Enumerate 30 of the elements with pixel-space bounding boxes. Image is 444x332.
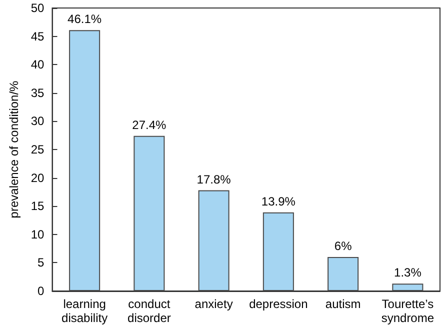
y-tick-label: 10 xyxy=(30,227,45,242)
y-tick-label: 35 xyxy=(30,86,45,100)
y-tick-label: 45 xyxy=(30,29,45,44)
x-tick-label: conduct disorder xyxy=(128,297,171,325)
bar xyxy=(198,190,230,291)
y-tick-label: 50 xyxy=(30,1,45,15)
x-tick-label: anxiety xyxy=(194,297,233,311)
data-label: 27.4% xyxy=(132,118,167,132)
bar xyxy=(328,257,359,291)
data-label: 1.3% xyxy=(394,266,422,280)
y-axis-title: prevalence of condition/% xyxy=(7,80,21,218)
x-tick-label: autism xyxy=(325,297,361,311)
bar xyxy=(69,30,100,291)
y-tick-label: 0 xyxy=(38,284,45,298)
y-tick-label: 25 xyxy=(30,142,45,156)
x-tick-label: learning disability xyxy=(62,297,108,325)
data-label: 13.9% xyxy=(261,194,296,208)
data-label: 6% xyxy=(334,239,352,254)
x-tick-label: depression xyxy=(249,297,308,311)
data-label: 46.1% xyxy=(68,12,102,26)
y-tick-label: 40 xyxy=(30,58,45,72)
y-tick-label: 15 xyxy=(30,199,45,214)
y-tick-label: 30 xyxy=(30,114,45,128)
bar xyxy=(392,284,424,291)
x-tick-label: Tourette’s syndrome xyxy=(381,297,434,325)
bar xyxy=(262,212,294,291)
y-tick-label: 20 xyxy=(30,170,45,185)
y-tick-label: 5 xyxy=(38,256,45,270)
data-label: 17.8% xyxy=(196,172,232,186)
bar xyxy=(134,136,165,291)
